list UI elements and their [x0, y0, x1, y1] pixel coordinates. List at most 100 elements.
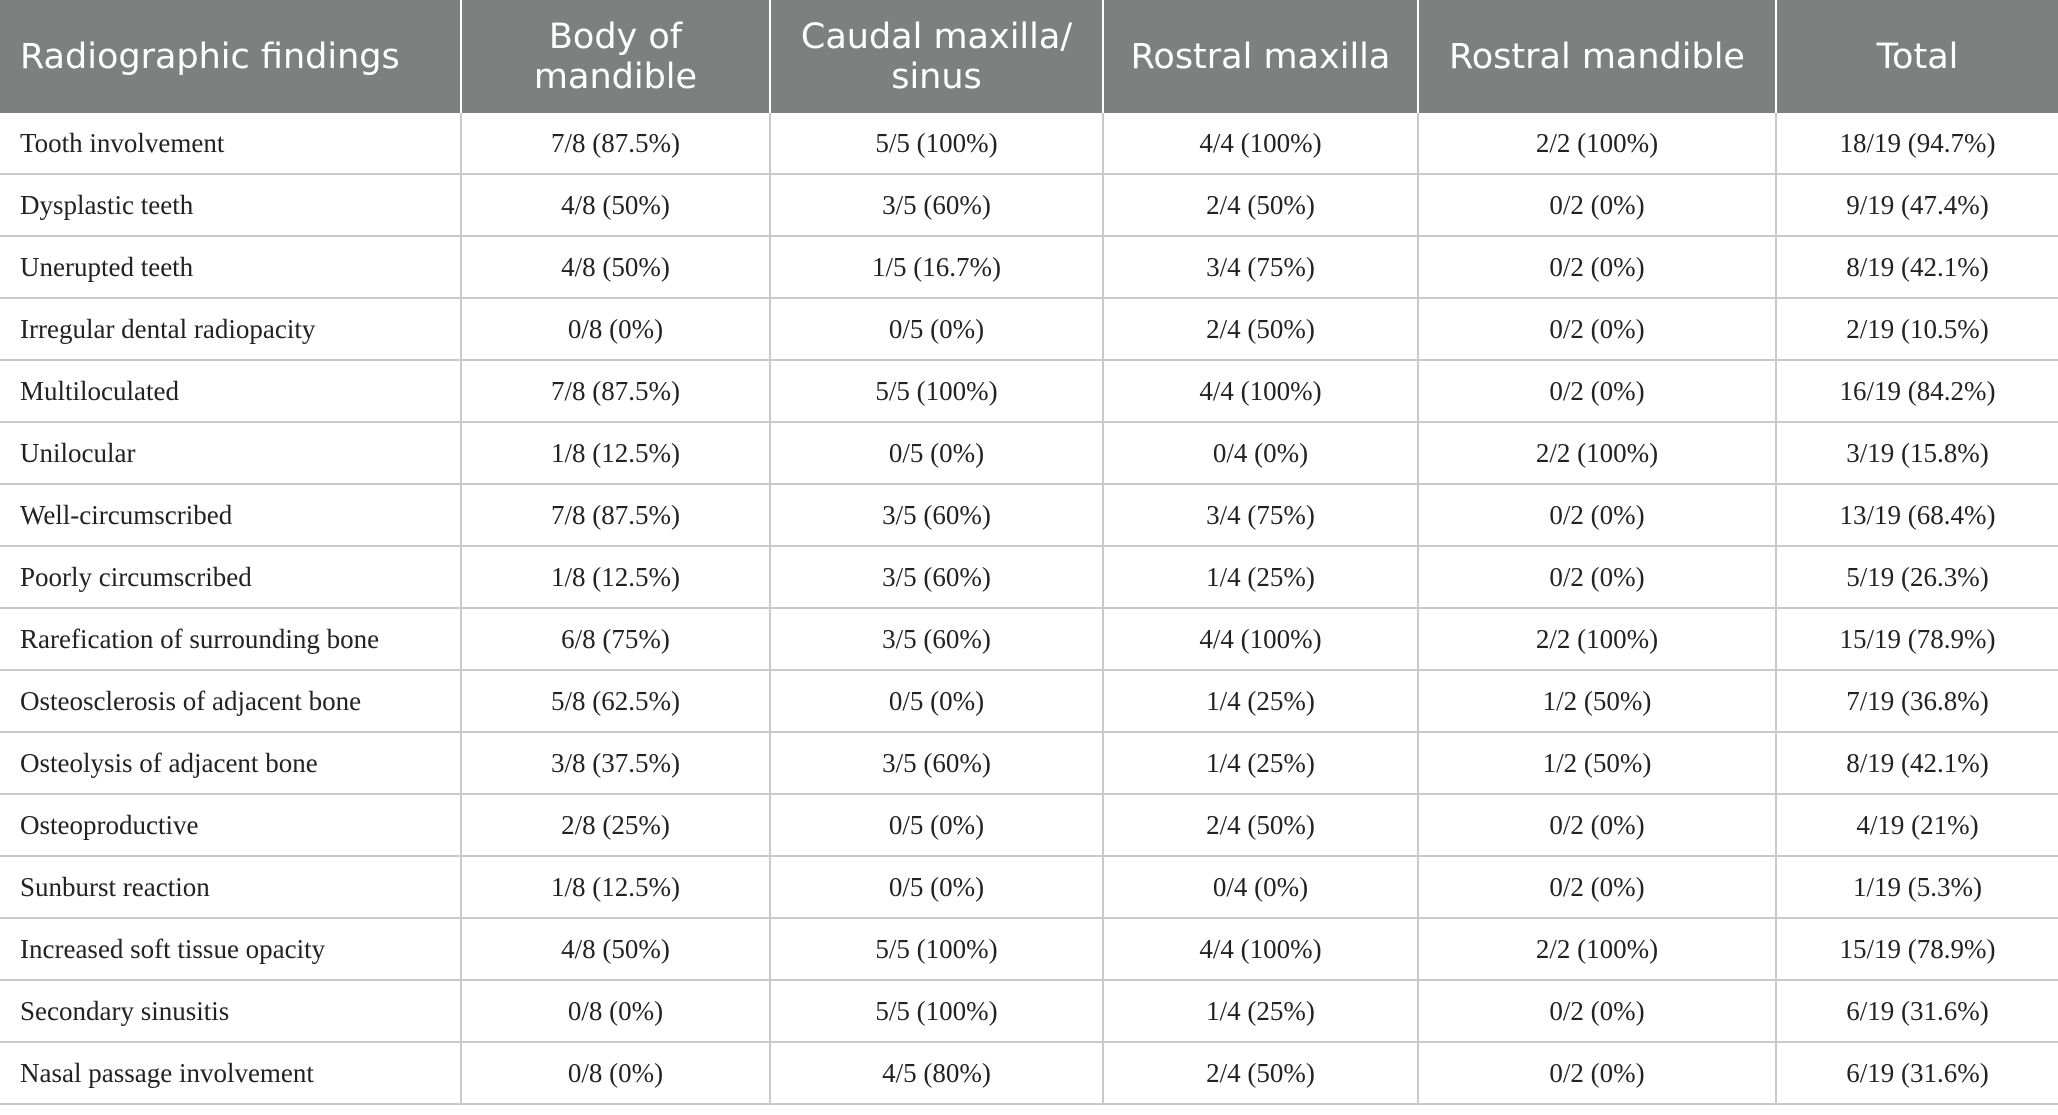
table-cell: 8/19 (42.1%) — [1776, 236, 2058, 299]
table-cell: 2/4 (50%) — [1103, 1042, 1419, 1105]
table-cell: 6/19 (31.6%) — [1776, 980, 2058, 1043]
table-cell: 4/4 (100%) — [1103, 113, 1419, 175]
table-cell: 0/8 (0%) — [461, 1042, 771, 1105]
table-cell: 3/5 (60%) — [770, 732, 1104, 795]
table-cell: 2/19 (10.5%) — [1776, 298, 2058, 361]
row-label: Irregular dental radiopacity — [0, 298, 462, 361]
table-cell: 0/2 (0%) — [1418, 236, 1777, 299]
row-label: Well-circumscribed — [0, 484, 462, 547]
table-cell: 0/2 (0%) — [1418, 298, 1777, 361]
header-cell: Caudal maxilla/ sinus — [770, 0, 1104, 113]
header-row: Radiographic findings Body of mandible Cau… — [0, 0, 2058, 113]
table-cell: 0/2 (0%) — [1418, 980, 1777, 1043]
table-cell: 1/4 (25%) — [1103, 732, 1419, 795]
table-row: Irregular dental radiopacity 0/8 (0%) 0/5 … — [0, 298, 2058, 361]
table-cell: 4/8 (50%) — [461, 918, 771, 981]
table-cell: 1/2 (50%) — [1418, 732, 1777, 795]
table-cell: 1/8 (12.5%) — [461, 856, 771, 919]
table-cell: 3/8 (37.5%) — [461, 732, 771, 795]
table-row: Well-circumscribed 7/8 (87.5%) 3/5 (60%) 3/… — [0, 484, 2058, 547]
table-row: Increased soft tissue opacity 4/8 (50%) 5/… — [0, 918, 2058, 981]
row-label: Multiloculated — [0, 360, 462, 423]
table-cell: 6/8 (75%) — [461, 608, 771, 671]
table-cell: 5/8 (62.5%) — [461, 670, 771, 733]
table-cell: 2/2 (100%) — [1418, 422, 1777, 485]
table-cell: 7/8 (87.5%) — [461, 360, 771, 423]
table-cell: 15/19 (78.9%) — [1776, 918, 2058, 981]
table-cell: 0/2 (0%) — [1418, 174, 1777, 237]
table-cell: 9/19 (47.4%) — [1776, 174, 2058, 237]
table-header: Radiographic findings Body of mandible Cau… — [0, 0, 2058, 113]
table-cell: 2/4 (50%) — [1103, 794, 1419, 857]
table-cell: 2/2 (100%) — [1418, 608, 1777, 671]
table-cell: 0/2 (0%) — [1418, 484, 1777, 547]
table-cell: 3/5 (60%) — [770, 608, 1104, 671]
row-label: Secondary sinusitis — [0, 980, 462, 1043]
row-label: Rarefication of surrounding bone — [0, 608, 462, 671]
table-cell: 1/4 (25%) — [1103, 980, 1419, 1043]
table-cell: 0/2 (0%) — [1418, 1042, 1777, 1105]
table-row: Osteosclerosis of adjacent bone 5/8 (62.5… — [0, 670, 2058, 733]
table-cell: 7/8 (87.5%) — [461, 484, 771, 547]
table-row: Tooth involvement 7/8 (87.5%) 5/5 (100%) 4/… — [0, 113, 2058, 175]
table-row: Dysplastic teeth 4/8 (50%) 3/5 (60%) 2/4 (5… — [0, 174, 2058, 237]
row-label: Increased soft tissue opacity — [0, 918, 462, 981]
table-row: Rarefication of surrounding bone 6/8 (75%… — [0, 608, 2058, 671]
table-cell: 0/2 (0%) — [1418, 546, 1777, 609]
table-row: Secondary sinusitis 0/8 (0%) 5/5 (100%) 1/4… — [0, 980, 2058, 1043]
table-cell: 1/8 (12.5%) — [461, 546, 771, 609]
table-cell: 2/8 (25%) — [461, 794, 771, 857]
row-label: Osteolysis of adjacent bone — [0, 732, 462, 795]
header-cell: Total — [1776, 0, 2058, 113]
table-cell: 18/19 (94.7%) — [1776, 113, 2058, 175]
table-cell: 0/5 (0%) — [770, 670, 1104, 733]
row-label: Unilocular — [0, 422, 462, 485]
table-cell: 4/4 (100%) — [1103, 360, 1419, 423]
header-cell: Rostral mandible — [1418, 0, 1777, 113]
table-cell: 15/19 (78.9%) — [1776, 608, 2058, 671]
table-cell: 1/4 (25%) — [1103, 670, 1419, 733]
table-cell: 0/5 (0%) — [770, 422, 1104, 485]
table-row: Nasal passage involvement 0/8 (0%) 4/5 (80… — [0, 1042, 2058, 1105]
table-cell: 4/8 (50%) — [461, 174, 771, 237]
table-cell: 0/5 (0%) — [770, 298, 1104, 361]
table-cell: 0/2 (0%) — [1418, 794, 1777, 857]
table-cell: 3/4 (75%) — [1103, 236, 1419, 299]
table-cell: 1/2 (50%) — [1418, 670, 1777, 733]
table-cell: 0/8 (0%) — [461, 298, 771, 361]
table-cell: 13/19 (68.4%) — [1776, 484, 2058, 547]
table-cell: 1/19 (5.3%) — [1776, 856, 2058, 919]
table-row: Unilocular 1/8 (12.5%) 0/5 (0%) 0/4 (0%) 2/2… — [0, 422, 2058, 485]
table-cell: 5/5 (100%) — [770, 360, 1104, 423]
table-row: Poorly circumscribed 1/8 (12.5%) 3/5 (60%)… — [0, 546, 2058, 609]
table-cell: 0/2 (0%) — [1418, 856, 1777, 919]
table-cell: 5/5 (100%) — [770, 980, 1104, 1043]
table-cell: 2/2 (100%) — [1418, 918, 1777, 981]
table-cell: 0/4 (0%) — [1103, 422, 1419, 485]
table-cell: 1/8 (12.5%) — [461, 422, 771, 485]
table-cell: 4/5 (80%) — [770, 1042, 1104, 1105]
table-cell: 5/5 (100%) — [770, 113, 1104, 175]
table-cell: 0/8 (0%) — [461, 980, 771, 1043]
table-cell: 4/4 (100%) — [1103, 608, 1419, 671]
row-label: Unerupted teeth — [0, 236, 462, 299]
table-cell: 4/4 (100%) — [1103, 918, 1419, 981]
header-cell: Radiographic findings — [0, 0, 462, 113]
table-cell: 6/19 (31.6%) — [1776, 1042, 2058, 1105]
table-cell: 0/5 (0%) — [770, 856, 1104, 919]
row-label: Poorly circumscribed — [0, 546, 462, 609]
table-cell: 3/5 (60%) — [770, 546, 1104, 609]
table-row: Osteolysis of adjacent bone 3/8 (37.5%) 3/… — [0, 732, 2058, 795]
table-cell: 7/8 (87.5%) — [461, 113, 771, 175]
row-label: Osteoproductive — [0, 794, 462, 857]
table-cell: 3/5 (60%) — [770, 174, 1104, 237]
row-label: Dysplastic teeth — [0, 174, 462, 237]
table-cell: 2/4 (50%) — [1103, 298, 1419, 361]
table-cell: 0/4 (0%) — [1103, 856, 1419, 919]
table-cell: 2/4 (50%) — [1103, 174, 1419, 237]
table-cell: 3/4 (75%) — [1103, 484, 1419, 547]
row-label: Osteosclerosis of adjacent bone — [0, 670, 462, 733]
row-label: Nasal passage involvement — [0, 1042, 462, 1105]
table-cell: 1/4 (25%) — [1103, 546, 1419, 609]
